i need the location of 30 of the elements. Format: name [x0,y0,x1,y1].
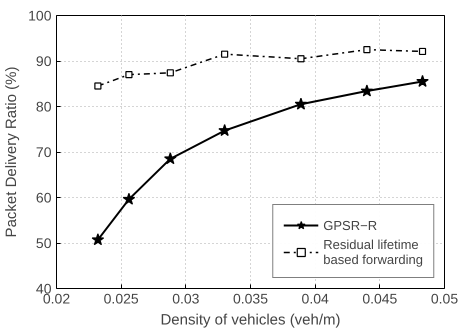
point [294,98,308,110]
y-axis-title: Packet Delivery Ratio (%) [3,66,20,238]
point [416,74,429,87]
point [218,124,231,136]
legend-label: Residual lifetime based forwarding [323,237,423,267]
point [164,152,177,164]
point [166,69,174,76]
y-tick-label: 70 [36,144,52,160]
x-tick-label: 0.03 [172,290,200,306]
x-tick-label: 0.04 [302,290,330,306]
point [363,46,370,54]
point [418,48,426,56]
point [297,55,305,62]
y-tick-label: 90 [36,53,52,69]
point [221,50,228,58]
x-tick-label: 0.05 [430,290,458,306]
x-tick-label: 0.025 [104,290,139,306]
x-tick-label: 0.035 [232,290,268,306]
x-tick-label: 0.045 [362,290,398,306]
point [125,71,133,78]
y-tick-label: 50 [36,235,52,251]
point [360,84,374,96]
point [122,192,136,205]
point [94,82,102,90]
y-tick-label: 80 [36,98,52,114]
x-axis-title: Density of vehicles (veh/m) [160,312,341,328]
legend-label: GPSR−R [323,218,378,232]
point [92,233,104,246]
y-tick-label: 100 [28,8,52,24]
y-tick-label: 60 [36,190,52,206]
